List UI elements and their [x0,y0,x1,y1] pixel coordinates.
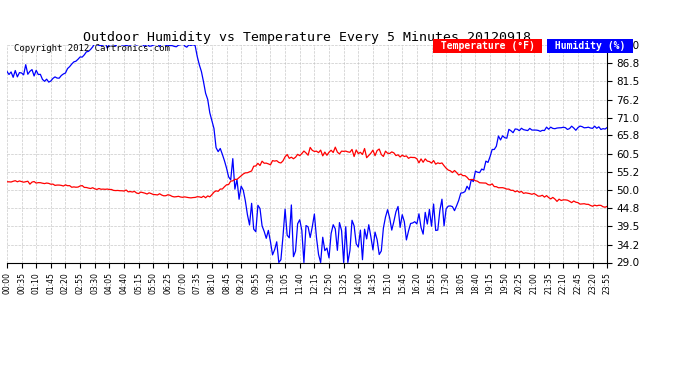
Text: Temperature (°F): Temperature (°F) [435,41,540,51]
Title: Outdoor Humidity vs Temperature Every 5 Minutes 20120918: Outdoor Humidity vs Temperature Every 5 … [83,31,531,44]
Text: Copyright 2012 Cartronics.com: Copyright 2012 Cartronics.com [14,44,170,52]
Text: Humidity (%): Humidity (%) [549,41,631,51]
